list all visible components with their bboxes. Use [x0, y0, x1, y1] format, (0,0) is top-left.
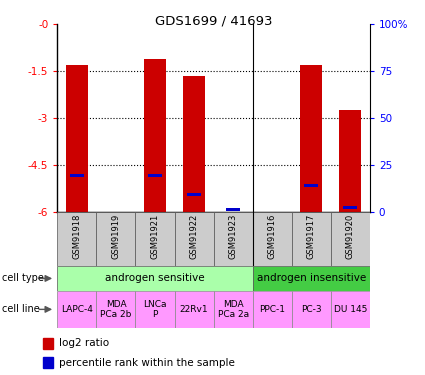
Text: GSM91918: GSM91918 — [72, 214, 82, 260]
Bar — [331, 291, 370, 328]
Bar — [226, 208, 240, 211]
Bar — [292, 291, 331, 328]
Bar — [136, 212, 175, 266]
Text: GSM91919: GSM91919 — [111, 214, 120, 259]
Bar — [183, 76, 205, 212]
Bar — [70, 174, 84, 177]
Text: GSM91922: GSM91922 — [190, 214, 198, 259]
Text: LNCa
P: LNCa P — [143, 300, 167, 319]
Text: GSM91923: GSM91923 — [229, 214, 238, 260]
Bar — [148, 174, 162, 177]
Text: MDA
PCa 2b: MDA PCa 2b — [100, 300, 132, 319]
Bar — [187, 193, 201, 196]
Bar — [331, 212, 370, 266]
Text: cell line: cell line — [2, 304, 40, 314]
Text: cell type: cell type — [2, 273, 44, 284]
Text: PC-3: PC-3 — [301, 305, 321, 314]
Bar — [213, 212, 252, 266]
Bar — [57, 291, 96, 328]
Bar — [292, 212, 331, 266]
Text: androgen insensitive: androgen insensitive — [257, 273, 366, 284]
Text: log2 ratio: log2 ratio — [60, 338, 110, 348]
Bar — [43, 338, 53, 349]
Bar — [252, 266, 370, 291]
Text: 22Rv1: 22Rv1 — [180, 305, 208, 314]
Text: LAPC-4: LAPC-4 — [61, 305, 93, 314]
Bar — [343, 206, 357, 209]
Text: DU 145: DU 145 — [334, 305, 367, 314]
Bar — [300, 65, 322, 212]
Text: percentile rank within the sample: percentile rank within the sample — [60, 358, 235, 368]
Text: GSM91917: GSM91917 — [307, 214, 316, 260]
Text: androgen sensitive: androgen sensitive — [105, 273, 205, 284]
Bar — [175, 212, 213, 266]
Bar — [252, 291, 292, 328]
Bar — [96, 291, 136, 328]
Bar — [213, 291, 252, 328]
Bar — [57, 266, 252, 291]
Text: MDA
PCa 2a: MDA PCa 2a — [218, 300, 249, 319]
Bar — [66, 65, 88, 212]
Bar — [304, 184, 318, 186]
Text: GSM91920: GSM91920 — [346, 214, 355, 259]
Bar — [57, 212, 96, 266]
Text: GSM91921: GSM91921 — [150, 214, 159, 259]
Bar — [96, 212, 136, 266]
Bar — [43, 357, 53, 368]
Bar — [175, 291, 213, 328]
Bar — [252, 212, 292, 266]
Bar — [340, 110, 361, 212]
Text: GDS1699 / 41693: GDS1699 / 41693 — [155, 15, 272, 28]
Bar — [136, 291, 175, 328]
Bar — [144, 59, 166, 212]
Text: GSM91916: GSM91916 — [268, 214, 277, 260]
Text: PPC-1: PPC-1 — [259, 305, 285, 314]
